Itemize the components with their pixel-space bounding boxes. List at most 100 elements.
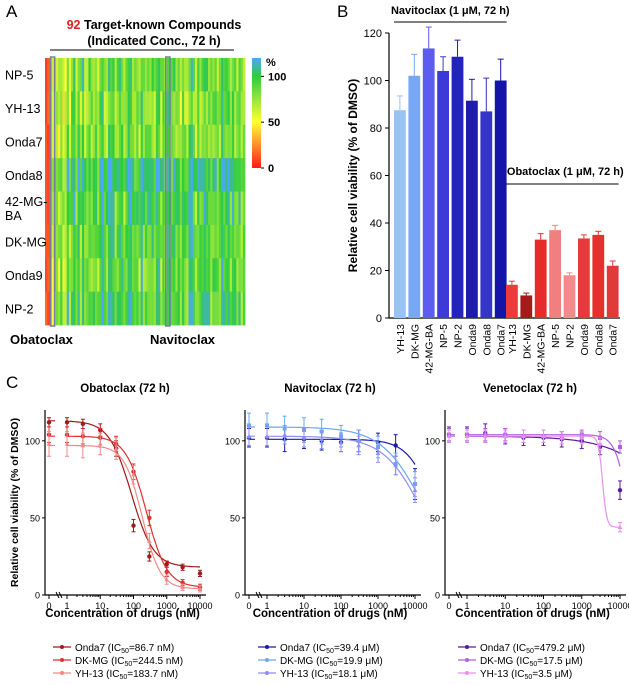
heatmap-cell [223, 191, 226, 226]
heatmap-cell [108, 91, 111, 126]
heatmap-cell [192, 224, 196, 259]
heatmap-cell [68, 158, 72, 192]
dose-point [464, 433, 470, 439]
heatmap-cell [140, 91, 144, 126]
heatmap-cell [118, 91, 122, 126]
heatmap-cell [160, 58, 163, 92]
heatmap-cell [88, 291, 92, 326]
heatmap-cell [79, 224, 83, 259]
legend-label: DK-MG (IC50=19.9 μM) [280, 656, 383, 668]
heatmap-cell [114, 58, 118, 92]
heatmap-cell [79, 258, 83, 293]
heatmap-cell [138, 224, 142, 259]
heatmap-cell [158, 191, 161, 226]
heatmap-cell [229, 291, 233, 326]
heatmap-cell [108, 58, 111, 92]
panel-b-letter: B [337, 2, 349, 21]
heatmap-cell [125, 58, 128, 92]
heatmap-cell [114, 158, 118, 192]
legend-subscript: 50 [526, 648, 534, 655]
heatmap-cell [158, 291, 161, 326]
heatmap-cell [145, 158, 148, 192]
heatmap-cell [227, 291, 231, 326]
dose-y-tick-label: 100 [425, 436, 440, 446]
heatmap-cell [201, 58, 205, 92]
dose-x-tick-label: 1000 [572, 601, 592, 611]
heatmap-cell [86, 258, 89, 293]
heatmap-cell [121, 124, 124, 159]
heatmap-cell [131, 58, 135, 92]
heatmap-cell [177, 258, 181, 293]
heatmap-cell [123, 158, 126, 192]
heatmap-cell [116, 191, 120, 226]
heatmap-cell [153, 258, 157, 293]
dose-point [46, 420, 52, 425]
heatmap-cell [60, 224, 63, 259]
heatmap-cell [234, 224, 237, 259]
heatmap-cell [118, 58, 122, 92]
heatmap-cell [238, 158, 242, 192]
heatmap-cell [136, 124, 139, 159]
heatmap-cell [181, 91, 185, 126]
heatmap-cell [147, 224, 150, 259]
heatmap-cell [205, 58, 209, 92]
heatmap-cell [95, 258, 98, 293]
heatmap-cell [127, 258, 131, 293]
heatmap-cell [86, 124, 89, 159]
heatmap-cell [173, 124, 176, 159]
heatmap-cell [90, 258, 94, 293]
heatmap-cell [212, 58, 215, 92]
legend-value: =244.5 nM) [132, 656, 183, 667]
heatmap-cell [210, 158, 213, 192]
heatmap-cell [112, 91, 115, 126]
heatmap-cell [116, 224, 120, 259]
heatmap-cell [138, 258, 142, 293]
heatmap-cell [68, 91, 72, 126]
heatmap-cell [131, 191, 135, 226]
heatmap-cell [101, 158, 105, 192]
heatmap-cell [118, 158, 122, 192]
heatmap-cell [208, 58, 211, 92]
heatmap-cell [68, 224, 72, 259]
heatmap-cell [84, 224, 87, 259]
heatmap-cell [158, 224, 161, 259]
bar [534, 239, 547, 318]
heatmap-cell [86, 224, 89, 259]
heatmap-cell [60, 291, 63, 326]
heatmap-cell [110, 124, 113, 159]
heatmap-cell [66, 191, 70, 226]
dose-point [64, 420, 70, 425]
bar-y-tick-label: 120 [364, 28, 382, 40]
heatmap-cell [195, 91, 198, 126]
dose-point [597, 441, 603, 446]
heatmap-cell [60, 58, 63, 92]
heatmap-cell [227, 224, 231, 259]
heatmap-cell [190, 158, 194, 192]
heatmap-cell [236, 124, 239, 159]
heatmap-cell [95, 158, 98, 192]
heatmap-cell [51, 58, 55, 92]
heatmap-cell [236, 291, 239, 326]
heatmap-cell [212, 124, 215, 159]
bar-group-title: Obatoclax (1 μM, 72 h) [507, 166, 624, 178]
dose-y-tick-label: 0 [35, 591, 40, 601]
heatmap-cell [45, 58, 48, 92]
heatmap-cell [136, 291, 139, 326]
heatmap-cell [66, 291, 70, 326]
heatmap-cell [129, 91, 133, 126]
heatmap-cell [125, 291, 128, 326]
heatmap-cell [103, 91, 107, 126]
heatmap-cell [51, 258, 55, 293]
heatmap-cell [225, 258, 228, 293]
heatmap-cell [62, 91, 65, 126]
heatmap-cell [88, 91, 92, 126]
heatmap-cell [214, 191, 218, 226]
heatmap-cell [153, 224, 157, 259]
heatmap-cell [134, 291, 137, 326]
heatmap-cell [145, 124, 148, 159]
heatmap-cell [103, 224, 107, 259]
heatmap-cell [236, 224, 239, 259]
heatmap-cell [223, 91, 226, 126]
heatmap-cell [86, 91, 89, 126]
dose-point [356, 442, 361, 448]
